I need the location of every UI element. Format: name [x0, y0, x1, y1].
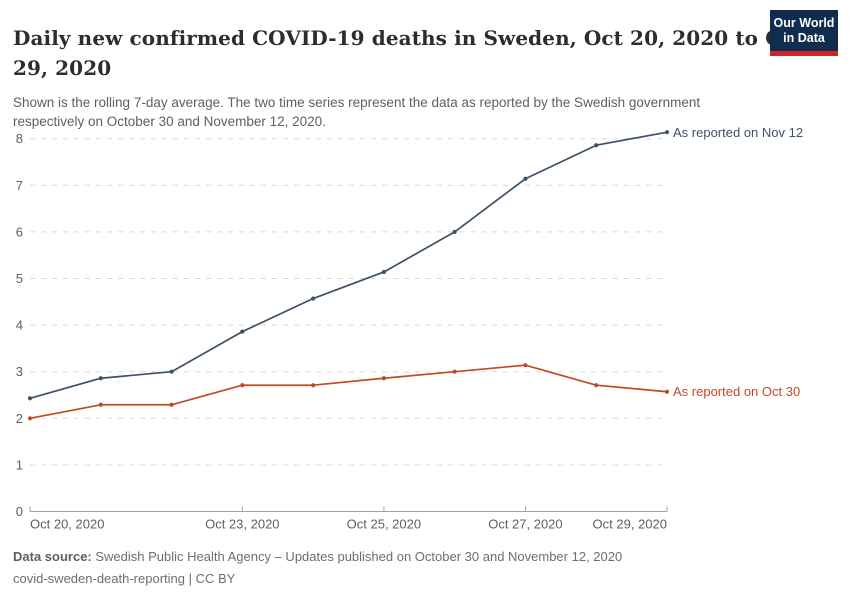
data-point: [452, 229, 457, 234]
data-source-label: Data source:: [13, 549, 92, 564]
y-axis-tick-label: 8: [16, 131, 23, 146]
data-point: [523, 176, 528, 181]
x-axis-tick-label: Oct 27, 2020: [488, 517, 562, 532]
owid-logo: Our World in Data: [770, 10, 838, 56]
y-axis-tick-label: 1: [16, 457, 23, 472]
y-axis-tick-label: 4: [16, 318, 23, 333]
data-point: [381, 269, 386, 275]
chart-subtitle: Shown is the rolling 7-day average. The …: [13, 94, 701, 129]
data-point: [664, 130, 670, 135]
data-point: [664, 389, 670, 394]
y-axis-tick-label: 3: [16, 364, 23, 379]
y-axis-tick-label: 7: [16, 178, 23, 193]
data-point: [27, 396, 33, 401]
chart-title: Daily new confirmed COVID-19 deaths in S…: [13, 26, 805, 81]
x-axis-tick-label: Oct 23, 2020: [205, 517, 279, 532]
chart-footer: Data source: Swedish Public Health Agenc…: [13, 546, 813, 590]
data-point: [452, 369, 457, 374]
data-point: [169, 369, 174, 374]
series-line: [29, 131, 668, 400]
x-axis-tick-label: Oct 25, 2020: [347, 517, 421, 532]
x-axis-tick-label: Oct 29, 2020: [593, 517, 667, 532]
data-point: [523, 363, 528, 368]
data-point: [381, 376, 386, 381]
x-axis-tick-label: Oct 20, 2020: [30, 517, 104, 532]
data-point: [594, 143, 599, 148]
data-point: [240, 329, 245, 334]
data-point: [98, 402, 103, 407]
y-axis-tick-label: 0: [16, 504, 23, 519]
series-label-nov12: As reported on Nov 12: [673, 124, 804, 140]
data-point: [311, 296, 316, 301]
data-point: [98, 376, 103, 381]
license-line: covid-sweden-death-reporting | CC BY: [13, 571, 236, 586]
data-point: [311, 383, 316, 388]
y-axis-tick-label: 2: [16, 411, 23, 426]
y-axis-tick-label: 5: [16, 271, 23, 286]
series-line: [29, 364, 668, 420]
y-axis-tick-label: 6: [16, 224, 23, 239]
data-point: [169, 402, 174, 407]
owid-logo-line1: Our World: [773, 15, 835, 30]
data-source-line: Data source: Swedish Public Health Agenc…: [13, 546, 813, 568]
data-point: [594, 383, 599, 388]
series-label-oct30: As reported on Oct 30: [673, 384, 801, 400]
data-point: [240, 383, 245, 388]
owid-logo-line2: in Data: [783, 30, 825, 45]
data-source-text: Swedish Public Health Agency – Updates p…: [95, 549, 623, 564]
data-point: [27, 416, 33, 421]
